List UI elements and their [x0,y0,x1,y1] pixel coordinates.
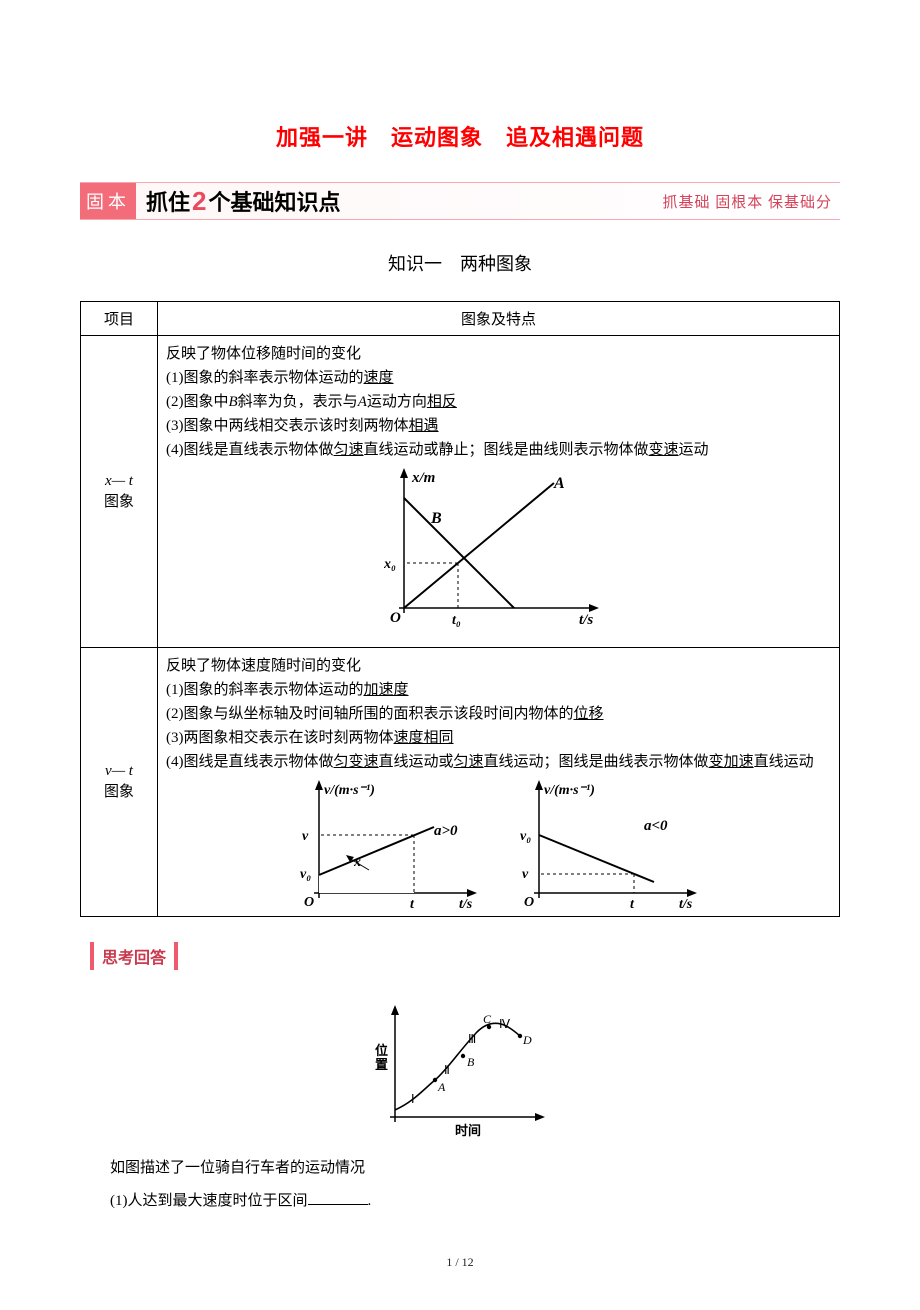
svg-text:v₀: v₀ [520,829,531,844]
section-main: 抓住 2 个基础知识点 [136,185,351,217]
row2-label: v— t 图象 [81,648,158,917]
table-header-1: 项目 [81,302,158,336]
svg-text:a<0: a<0 [644,818,668,834]
q1: (1)人达到最大速度时位于区间. [110,1188,840,1215]
section-left: 固本 抓住 2 个基础知识点 [80,183,351,219]
xt-A: A [553,475,565,492]
bike-chart: A B C D Ⅰ Ⅱ Ⅲ Ⅳ 位置 时间 [365,1000,555,1140]
svg-text:t/s: t/s [459,897,473,910]
knowledge-subtitle: 知识一 两种图象 [80,250,840,276]
vt-diagram-wrap: v/(m·s⁻¹) t/s O v v₀ t x a>0 [166,780,831,910]
svg-text:v/(m·s⁻¹): v/(m·s⁻¹) [324,783,375,798]
svg-text:O: O [304,895,314,910]
xt-chart: x/m t/s O A B x₀ t₀ [384,468,614,633]
xt-x0: x₀ [384,557,396,572]
row2-cn: 图象 [104,784,134,800]
section-suffix: 个基础知识点 [208,185,340,217]
xt-B: B [430,510,442,527]
section-badge: 固本 [80,183,136,219]
row2-var: v— t [105,763,133,779]
xt-t0: t₀ [452,613,461,628]
table-header-2: 图象及特点 [158,302,840,336]
svg-text:v/(m·s⁻¹): v/(m·s⁻¹) [544,783,595,798]
bike-ylabel: 位置 [375,1043,388,1072]
section-number: 2 [190,186,208,217]
svg-text:O: O [524,895,534,910]
xt-origin: O [390,610,401,626]
xt-xlabel: t/s [579,612,593,628]
row2-body: 反映了物体速度随时间的变化 (1)图象的斜率表示物体运动的加速度 (2)图象与纵… [158,648,840,917]
section-tagline: 抓基础 固根本 保基础分 [662,191,840,212]
svg-text:t: t [630,897,635,910]
svg-text:Ⅰ: Ⅰ [411,1092,415,1106]
row1-var: x— t [105,473,133,489]
xt-diagram-wrap: x/m t/s O A B x₀ t₀ [166,468,831,641]
r2-l1: (1)图象的斜率表示物体运动的加速度 [166,678,831,702]
table-row: x— t 图象 反映了物体位移随时间的变化 (1)图象的斜率表示物体运动的速度 … [81,336,840,648]
r2-l3: (3)两图象相交表示在该时刻两物体速度相同 [166,726,831,750]
svg-text:a>0: a>0 [434,823,458,839]
svg-text:A: A [437,1080,446,1094]
vt-chart-positive: v/(m·s⁻¹) t/s O v v₀ t x a>0 [294,780,484,910]
xt-ylabel: x/m [411,470,435,486]
svg-text:B: B [467,1055,475,1069]
svg-text:Ⅲ: Ⅲ [468,1032,476,1046]
comparison-table: 项目 图象及特点 x— t 图象 反映了物体位移随时间的变化 (1)图象的斜率表… [80,301,840,917]
vt-chart-negative: v/(m·s⁻¹) t/s O v₀ v t a<0 [514,780,704,910]
table-row: v— t 图象 反映了物体速度随时间的变化 (1)图象的斜率表示物体运动的加速度… [81,648,840,917]
r1-l0: 反映了物体位移随时间的变化 [166,342,831,366]
fill-blank[interactable] [308,1191,368,1206]
r1-l4: (4)图线是直线表示物体做匀速直线运动或静止；图线是曲线则表示物体做变速运动 [166,438,831,462]
page-title: 加强一讲 运动图象 追及相遇问题 [80,120,840,152]
r2-l0: 反映了物体速度随时间的变化 [166,654,831,678]
svg-text:D: D [522,1033,532,1047]
svg-text:v₀: v₀ [300,867,311,882]
narrative-intro: 如图描述了一位骑自行车者的运动情况 [110,1155,840,1182]
thinking-label: 思考回答 [90,942,178,970]
r1-l1: (1)图象的斜率表示物体运动的速度 [166,366,831,390]
r2-l4: (4)图线是直线表示物体做匀变速直线运动或匀速直线运动；图线是曲线表示物体做变加… [166,750,831,774]
row1-cn: 图象 [104,494,134,510]
page-number: 1 / 12 [80,1255,840,1270]
svg-text:Ⅳ: Ⅳ [499,1017,510,1031]
r1-l2: (2)图象中B斜率为负，表示与A运动方向相反 [166,390,831,414]
bike-xlabel: 时间 [455,1123,481,1138]
svg-text:v: v [302,829,309,844]
section-prefix: 抓住 [146,185,190,217]
svg-text:Ⅱ: Ⅱ [444,1063,450,1077]
svg-text:v: v [522,867,529,882]
r2-l2: (2)图象与纵坐标轴及时间轴所围的面积表示该段时间内物体的位移 [166,702,831,726]
svg-text:C: C [483,1012,492,1026]
section-bar: 固本 抓住 2 个基础知识点 抓基础 固根本 保基础分 [80,182,840,220]
svg-text:t/s: t/s [679,897,693,910]
r1-l3: (3)图象中两线相交表示该时刻两物体相遇 [166,414,831,438]
row1-label: x— t 图象 [81,336,158,648]
bike-chart-wrap: A B C D Ⅰ Ⅱ Ⅲ Ⅳ 位置 时间 [80,1000,840,1145]
svg-text:t: t [410,897,415,910]
row1-body: 反映了物体位移随时间的变化 (1)图象的斜率表示物体运动的速度 (2)图象中B斜… [158,336,840,648]
